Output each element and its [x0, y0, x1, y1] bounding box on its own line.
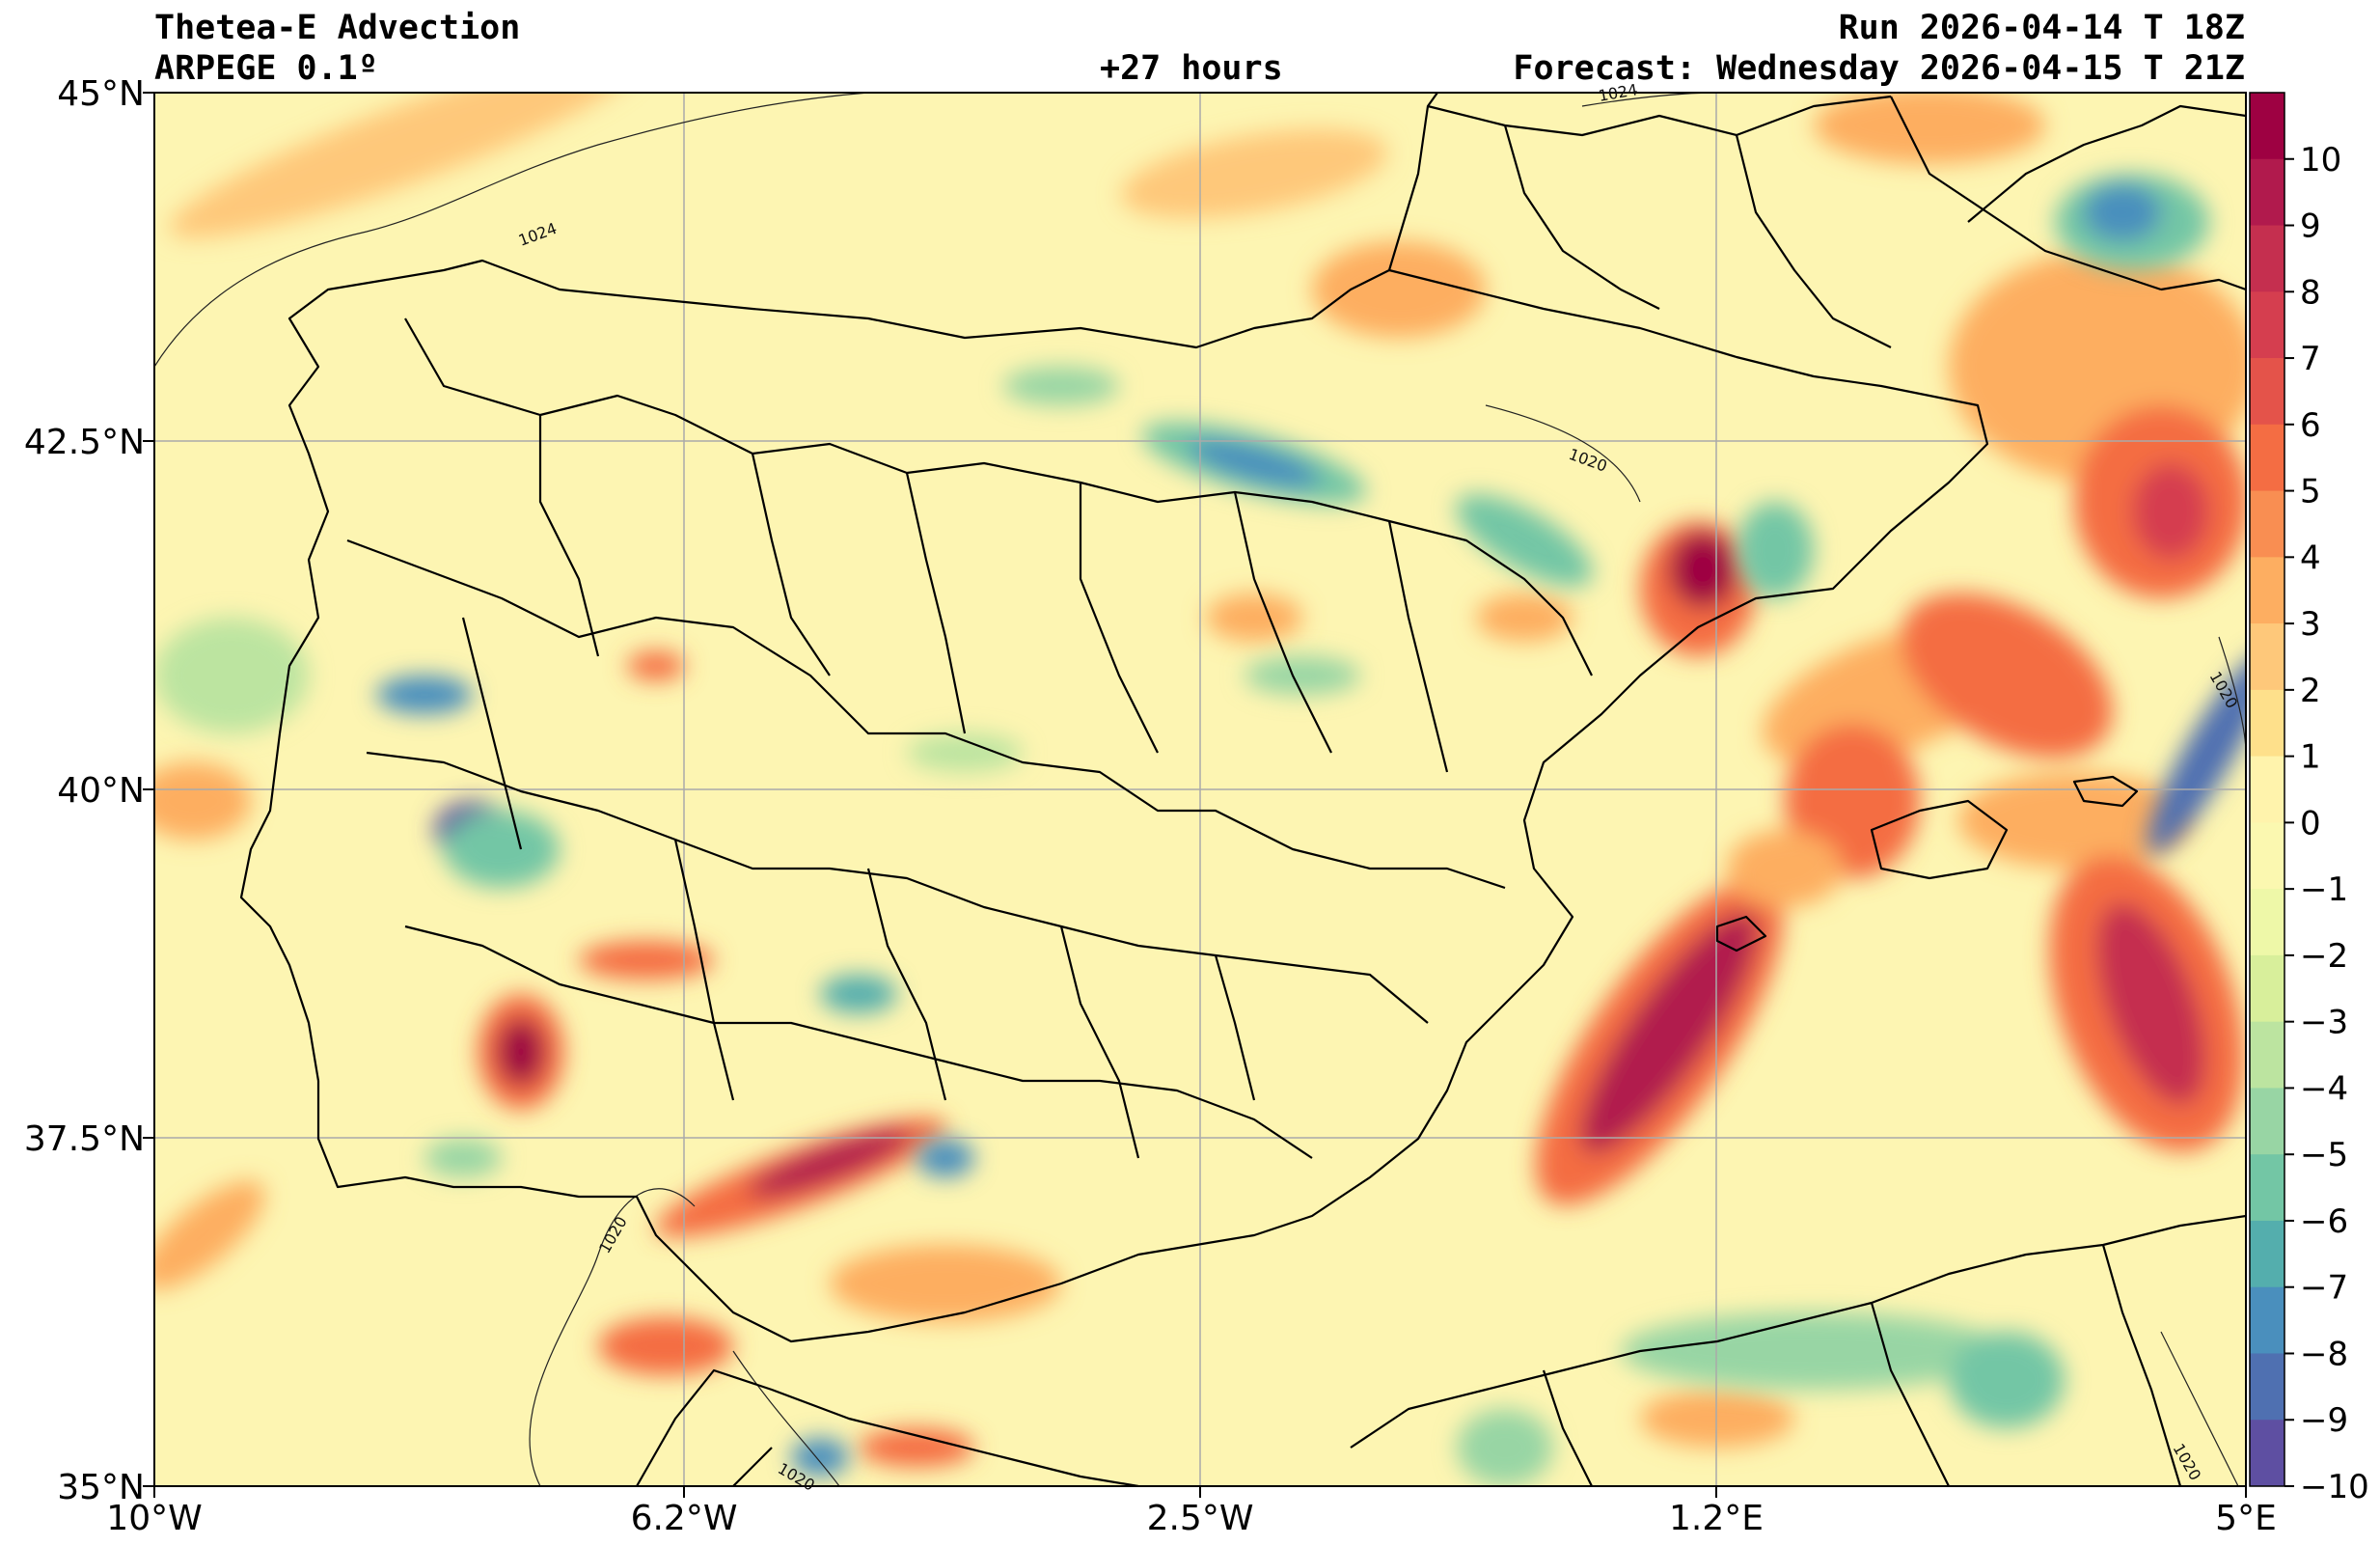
colorbar-segment	[2250, 158, 2284, 227]
colorbar-tick-label: −10	[2300, 1468, 2369, 1506]
colorbar-segment	[2250, 1220, 2284, 1288]
colorbar-tick-label: 5	[2300, 473, 2321, 511]
colorbar-tick-label: −9	[2300, 1401, 2348, 1440]
colorbar-tick-label: −1	[2300, 870, 2348, 909]
colorbar-segment	[2250, 1420, 2284, 1487]
colorbar-segment	[2250, 1154, 2284, 1222]
forecast-time: Forecast: Wednesday 2026-04-15 T 21Z	[1513, 49, 2245, 88]
colorbar-tick-label: 9	[2300, 207, 2321, 246]
lat-label-37-5: 37.5°N	[23, 1119, 145, 1159]
cold-advection-field	[154, 174, 2246, 1486]
colorbar-segment	[2250, 225, 2284, 292]
colorbar-segment	[2250, 689, 2284, 758]
lon-label-10w: 10°W	[106, 1499, 203, 1538]
colorbar-tick-label: 1	[2300, 738, 2321, 777]
colorbar-segment	[2250, 1353, 2284, 1421]
colorbar-tick-label: −2	[2300, 937, 2348, 976]
colorbar-segment	[2250, 424, 2284, 492]
lon-label-6-2w: 6.2°W	[630, 1499, 738, 1538]
axis-ticks	[143, 92, 2247, 1498]
lon-label-2-5w: 2.5°W	[1146, 1499, 1254, 1538]
colorbar-segment	[2250, 358, 2284, 426]
colorbar-segment	[2250, 756, 2284, 823]
colorbar-segment	[2250, 490, 2284, 558]
colorbar-tick-label: −5	[2300, 1136, 2348, 1174]
chart-title: Thetea-E Advection	[154, 9, 521, 47]
colorbar-tick-label: 0	[2300, 804, 2321, 842]
grid-lines	[154, 93, 2246, 1486]
colorbar-tick-label: 4	[2300, 538, 2321, 577]
colorbar-tick-label: 8	[2300, 273, 2321, 312]
colorbar-tick-label: −7	[2300, 1269, 2348, 1308]
lon-label-1-2e: 1.2°E	[1669, 1499, 1764, 1538]
warm-advection-field	[154, 93, 2246, 1467]
colorbar-frame	[2249, 92, 2285, 1487]
colorbar-segment	[2250, 1286, 2284, 1354]
colorbar-segment	[2250, 1021, 2284, 1089]
isobars	[154, 93, 2246, 1486]
colorbar-tick-label: 3	[2300, 605, 2321, 644]
colorbar-tick-label: −3	[2300, 1004, 2348, 1042]
colorbar-tick-label: 10	[2300, 141, 2341, 179]
colorbar-segment	[2250, 291, 2284, 359]
lat-label-35: 35°N	[57, 1468, 145, 1507]
colorbar-segment	[2250, 557, 2284, 624]
lon-label-5e: 5°E	[2215, 1499, 2277, 1538]
model-name: ARPEGE 0.1º	[154, 49, 378, 88]
colorbar-tick-label: −4	[2300, 1069, 2348, 1108]
colorbar-tick-label: 7	[2300, 340, 2321, 378]
colorbar-segment	[2250, 889, 2284, 956]
lead-time: +27 hours	[1100, 49, 1283, 88]
colorbar-segment	[2250, 822, 2284, 890]
colorbar-segment	[2250, 1088, 2284, 1155]
colorbar-tick-label: −8	[2300, 1335, 2348, 1373]
colorbar-tick-label: 2	[2300, 672, 2321, 710]
colorbar-tick-label: −6	[2300, 1202, 2348, 1241]
run-time: Run 2026-04-14 T 18Z	[1838, 9, 2245, 47]
borders	[239, 93, 2246, 1486]
lat-label-45: 45°N	[57, 74, 145, 114]
lat-label-40: 40°N	[57, 771, 145, 811]
colorbar-segment	[2250, 623, 2284, 691]
colorbar-segment	[2250, 954, 2284, 1023]
colorbar-tick-label: 6	[2300, 406, 2321, 445]
lat-label-42-5: 42.5°N	[23, 423, 145, 462]
colorbar-segment	[2250, 93, 2284, 160]
